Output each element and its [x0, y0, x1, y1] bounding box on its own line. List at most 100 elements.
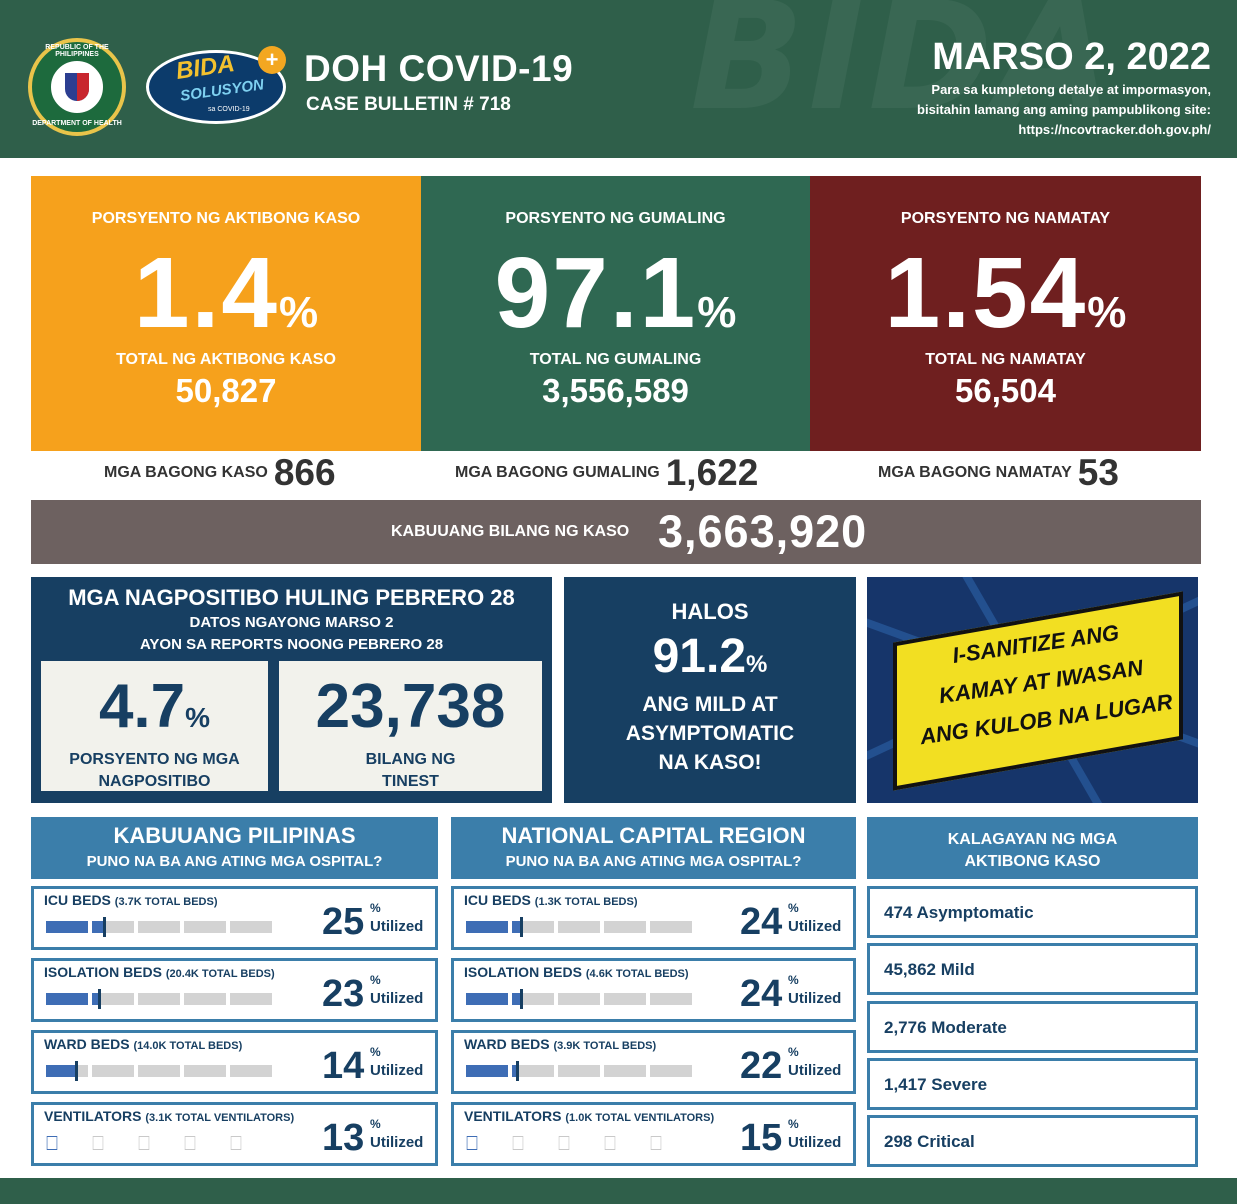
doh-seal-logo: REPUBLIC OF THE PHILIPPINES DEPARTMENT O… — [28, 38, 126, 136]
ncr-subtitle: PUNO NA BA ANG ATING MGA OSPITAL? — [505, 853, 802, 870]
bed-utilization-segment — [92, 989, 134, 1009]
seal-inner — [48, 58, 106, 116]
recovered-pct-label: PORSYENTO NG GUMALING — [505, 210, 726, 227]
bed-utilization-segment — [138, 993, 180, 1005]
mild-line-1: ANG MILD AT — [642, 693, 778, 716]
utilization-percent: 24 — [740, 901, 783, 943]
bed-type-name: ISOLATION BEDS — [464, 964, 582, 980]
bed-utilization-segment — [92, 917, 134, 937]
bed-type-name: WARD BEDS — [464, 1036, 550, 1052]
utilized-label: Utilized — [788, 1062, 842, 1079]
deaths-total-label: TOTAL NG NAMATAY — [925, 351, 1086, 368]
positivity-section: MGA NAGPOSITIBO HULING PEBRERO 28 DATOS … — [31, 577, 552, 803]
utilized-label: Utilized — [370, 918, 424, 935]
philippines-title: KABUUANG PILIPINAS — [113, 823, 356, 848]
bed-utilization-segment — [92, 1065, 134, 1077]
total-cases-value: 3,663,920 — [658, 506, 868, 557]
bed-utilization-fill — [512, 1065, 517, 1077]
ncr-title: NATIONAL CAPITAL REGION — [501, 823, 806, 848]
bed-type-name: ISOLATION BEDS — [44, 964, 162, 980]
bed-type-label: WARD BEDS (3.9K TOTAL BEDS) — [464, 1036, 656, 1052]
bed-utilization-fill — [92, 921, 103, 933]
philippines-subtitle: PUNO NA BA ANG ATING MGA OSPITAL? — [86, 853, 383, 870]
active-total-label: TOTAL NG AKTIBONG KASO — [116, 351, 336, 368]
recovered-total-label: TOTAL NG GUMALING — [529, 351, 702, 368]
bed-type-label: WARD BEDS (14.0K TOTAL BEDS) — [44, 1036, 242, 1052]
deaths-pct-symbol: % — [1087, 288, 1127, 337]
positivity-title: MGA NAGPOSITIBO HULING PEBRERO 28 — [68, 585, 515, 610]
bed-type-name: VENTILATORS — [44, 1108, 142, 1124]
utilization-percent: 14 — [322, 1045, 365, 1087]
utilization-percent-symbol: % — [370, 901, 381, 915]
bed-utilization-segment — [512, 1061, 554, 1081]
mild-pct: 91.2% — [564, 629, 856, 684]
active-status-text: 1,417 Severe — [884, 1075, 988, 1094]
ncr-bed-row: ISOLATION BEDS (4.6K TOTAL BEDS) 24% Utili… — [451, 958, 856, 1022]
covid-text: sa COVID-19 — [208, 106, 250, 113]
bed-utilization-segment — [230, 1065, 272, 1077]
mild-line-3: NA KASO! — [658, 751, 762, 774]
philippines-bed-row: WARD BEDS (14.0K TOTAL BEDS) 14% Utilized — [31, 1030, 438, 1094]
bed-total-count: (3.9K TOTAL BEDS) — [553, 1040, 657, 1052]
active-status-item: 2,776 Moderate — [867, 1001, 1198, 1053]
utilization-percent: 22 — [740, 1045, 783, 1087]
utilized-label: Utilized — [788, 1134, 842, 1151]
recovered-pct-number: 97.1 — [494, 237, 698, 349]
new-deaths-label: MGA BAGONG NAMATAY — [878, 464, 1072, 481]
bed-utilization-segment — [184, 1065, 226, 1077]
active-status-item: 298 Critical — [867, 1115, 1198, 1167]
bed-total-count: (14.0K TOTAL BEDS) — [133, 1040, 243, 1052]
positivity-line2: DATOS NGAYONG MARSO 2 — [189, 614, 394, 631]
new-rec-value: 1,622 — [665, 452, 759, 493]
seal-shield-red — [77, 73, 89, 101]
tests-label-2: TINEST — [382, 773, 439, 790]
active-status-text: 45,862 Mild — [884, 960, 975, 979]
bed-type-name: VENTILATORS — [464, 1108, 562, 1124]
active-status-title-2: AKTIBONG KASO — [964, 853, 1101, 870]
utilization-percent: 23 — [322, 973, 365, 1015]
utilization-percent-symbol: % — [788, 901, 799, 915]
positivity-rate-label: PORSYENTO NG MGA NAGPOSITIBO — [41, 749, 268, 793]
bed-type-label: ICU BEDS (1.3K TOTAL BEDS) — [464, 892, 637, 908]
bed-utilization-segment — [650, 921, 692, 933]
active-pct-symbol: % — [278, 288, 319, 337]
tests-count-label: BILANG NG TINEST — [279, 749, 542, 793]
recovered-pct-symbol: % — [697, 288, 737, 337]
new-deaths: MGA BAGONG NAMATAY 53 — [878, 452, 1119, 498]
deaths-card: PORSYENTO NG NAMATAY 1.54% TOTAL NG NAMA… — [810, 176, 1201, 451]
bed-utilization-segment — [558, 993, 600, 1005]
deaths-pct-value: 1.54% — [810, 238, 1201, 368]
bed-utilization-marker — [520, 989, 524, 1009]
active-status-text: 474 Asymptomatic — [884, 903, 1034, 922]
info-line-1: Para sa kumpletong detalye at impormasyo… — [931, 82, 1211, 97]
seal-top-text: REPUBLIC OF THE PHILIPPINES — [45, 44, 109, 58]
ventilator-icon: ⎕ — [46, 1133, 58, 1155]
mild-pct-symbol: % — [746, 651, 768, 678]
philippines-bed-row: VENTILATORS (3.1K TOTAL VENTILATORS) ⎕ ⎕ ⎕ ⎕… — [31, 1102, 438, 1166]
ventilator-icon: ⎕ — [92, 1133, 104, 1155]
ncr-hospital-header: NATIONAL CAPITAL REGION PUNO NA BA ANG A… — [451, 817, 856, 879]
active-status-item: 474 Asymptomatic — [867, 886, 1198, 938]
utilization-percent: 13 — [322, 1117, 365, 1159]
bed-utilization-fill — [466, 993, 508, 1005]
ventilator-icon: ⎕ — [650, 1133, 662, 1155]
positivity-rate-number: 4.7 — [98, 672, 186, 741]
bed-total-count: (3.1K TOTAL VENTILATORS) — [145, 1112, 295, 1124]
bed-type-label: ISOLATION BEDS (4.6K TOTAL BEDS) — [464, 964, 689, 980]
ventilator-icon: ⎕ — [558, 1133, 570, 1155]
sanitize-reminder-graphic: I-SANITIZE ANG KAMAY AT IWASAN ANG KULOB… — [867, 577, 1198, 803]
info-line-2: bisitahin lamang ang aming pampublikong … — [917, 102, 1211, 117]
utilization-percent: 25 — [322, 901, 365, 943]
mild-pct-number: 91.2 — [652, 630, 747, 683]
bed-utilization-segment — [46, 921, 88, 933]
bed-type-label: ISOLATION BEDS (20.4K TOTAL BEDS) — [44, 964, 275, 980]
bed-utilization-segment — [512, 917, 554, 937]
new-cases-value: 866 — [273, 452, 336, 493]
positivity-rate-label-2: NAGPOSITIBO — [98, 773, 211, 790]
tests-label-1: BILANG NG — [365, 751, 456, 768]
active-pct-number: 1.4 — [133, 237, 279, 349]
utilization-percent-symbol: % — [788, 1117, 799, 1131]
tracker-link[interactable]: https://ncovtracker.doh.gov.ph/ — [1018, 122, 1211, 137]
bida-watermark: BIDA — [690, 0, 1117, 144]
total-cases-bar: KABUUANG BILANG NG KASO 3,663,920 — [31, 500, 1201, 564]
